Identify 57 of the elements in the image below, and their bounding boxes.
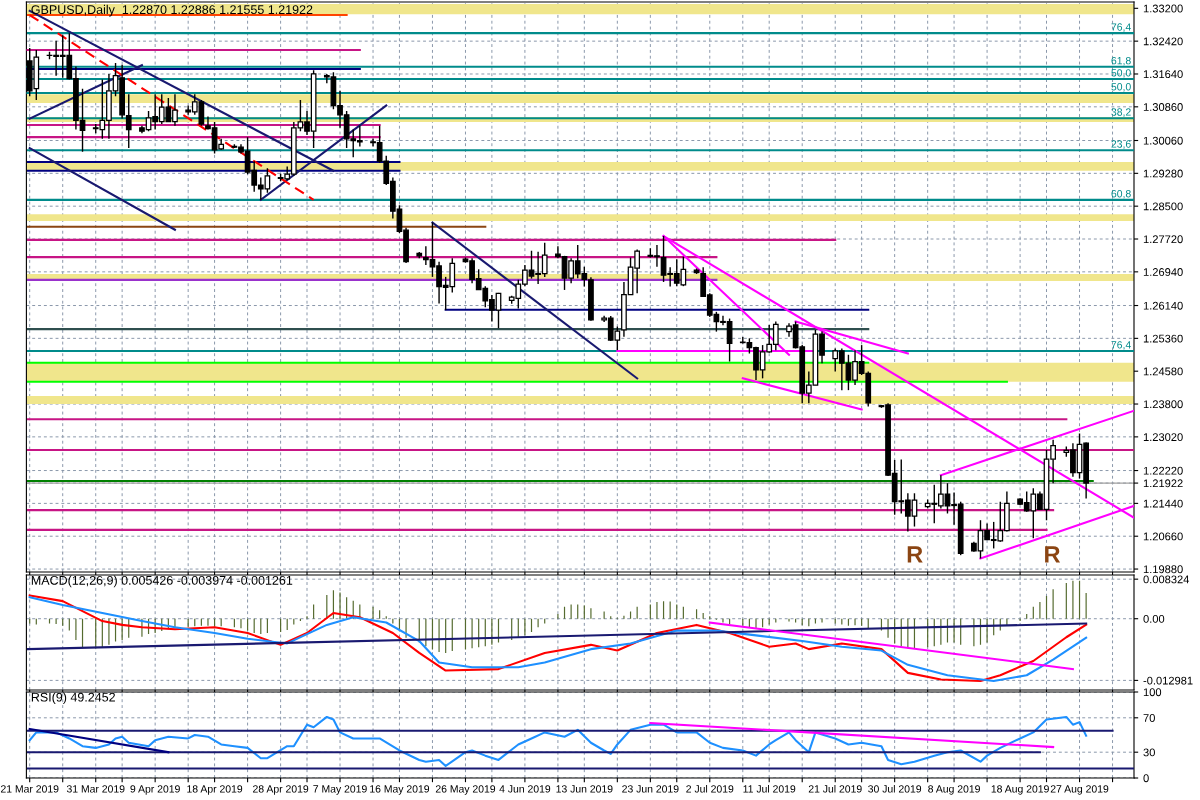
y-tick-label: 1.23020 (1143, 433, 1183, 441)
y-tick-label: 0.00 (1143, 614, 1165, 623)
x-tick-label: 8 Aug 2019 (928, 785, 980, 795)
series-label: 76,4 (1111, 341, 1131, 350)
y-tick-label: 1.20660 (1143, 532, 1183, 541)
y-tick-label: 1.27720 (1143, 235, 1183, 244)
x-tick-label: 7 May 2019 (313, 785, 367, 795)
y-tick-label: 1.30060 (1143, 136, 1183, 145)
y-tick-label: 30 (1143, 748, 1155, 757)
x-tick-label: 18 Apr 2019 (187, 785, 243, 795)
y-tick-label: -0.012981 (1143, 676, 1193, 685)
y-tick-label: 1.19880 (1143, 565, 1183, 574)
x-tick-label: 26 May 2019 (435, 785, 496, 795)
x-tick-label: 21 Jul 2019 (808, 784, 862, 793)
y-tick-label: 100 (1143, 688, 1162, 697)
y-tick-label: 1.21440 (1143, 499, 1183, 508)
x-tick-label: 21 Mar 2019 (0, 785, 59, 793)
x-tick-label: 27 Aug 2019 (1050, 785, 1109, 795)
y-tick-label: 0 (1143, 774, 1149, 783)
series-label: 50,0 (1111, 69, 1131, 78)
x-tick-label: 2 Jul 2019 (686, 784, 734, 793)
y-tick-label: 1.21922 (1143, 479, 1183, 488)
y-tick-label: 1.26140 (1143, 301, 1183, 310)
annotation: R (1045, 546, 1061, 563)
series-label: 38,2 (1111, 108, 1131, 117)
y-tick-label: 1.30860 (1143, 103, 1183, 111)
y-tick-label: 1.23800 (1143, 400, 1183, 409)
x-tick-label: 31 Mar 2019 (66, 785, 125, 793)
y-tick-label: 1.28500 (1143, 202, 1183, 211)
series-label: 50,0 (1111, 83, 1131, 92)
x-tick-label: 16 May 2019 (370, 785, 430, 795)
x-tick-label: 4 Jun 2019 (499, 785, 551, 793)
series-label: 61,8 (1111, 56, 1131, 66)
x-tick-label: 30 Jul 2019 (868, 784, 922, 793)
y-tick-label: 70 (1143, 714, 1155, 722)
y-tick-label: 1.29280 (1143, 169, 1183, 178)
y-tick-label: 1.31640 (1143, 70, 1183, 79)
y-tick-label: 0.008324 (1143, 575, 1190, 584)
x-tick-label: 11 Jul 2019 (743, 784, 796, 793)
y-tick-label: 1.26940 (1143, 268, 1183, 276)
y-tick-label: 1.33200 (1143, 4, 1183, 13)
x-tick-label: 9 Apr 2019 (130, 785, 180, 795)
chart-title: MACD(12,26,9) 0.005426 -0.003974 -0.001261 (31, 575, 293, 588)
y-tick-label: 1.25360 (1143, 334, 1183, 343)
annotation: R (907, 546, 923, 563)
y-tick-label: 1.22220 (1143, 466, 1183, 475)
series-label: 23,6 (1111, 140, 1131, 149)
y-tick-label: 1.32420 (1143, 37, 1183, 46)
chart-title: GBPUSD,Daily 1.22870 1.22886 1.21555 1.21922 (31, 4, 313, 17)
chart-title: RSI(9) 49.2452 (31, 692, 115, 705)
x-tick-label: 18 Aug 2019 (991, 785, 1049, 795)
y-tick-label: 1.24580 (1143, 367, 1183, 376)
x-tick-label: 23 Jun 2019 (622, 785, 679, 793)
x-tick-label: 13 Jun 2019 (556, 785, 613, 793)
series-label: 76,4 (1111, 23, 1131, 32)
x-tick-label: 28 Apr 2019 (253, 785, 309, 795)
series-label: 60,8 (1111, 190, 1131, 199)
